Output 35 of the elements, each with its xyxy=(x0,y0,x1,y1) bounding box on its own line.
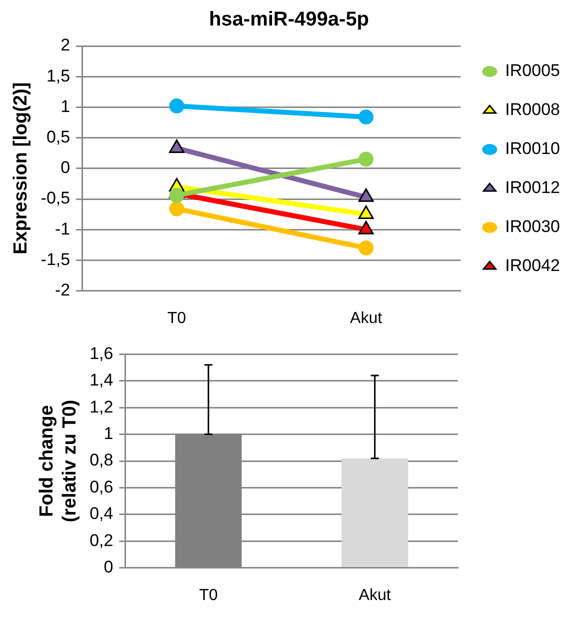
x-tick-label: Akut xyxy=(358,586,392,604)
y-tick-label: 1 xyxy=(104,424,114,443)
y-tick-label: 0 xyxy=(60,158,70,178)
y-tick-label: 0,4 xyxy=(90,504,114,524)
legend-label: IR0030 xyxy=(505,217,560,236)
y-tick-label: 0 xyxy=(104,557,114,576)
x-tick-label: Akut xyxy=(350,310,383,327)
y-tick-label: 1 xyxy=(60,96,70,116)
x-tick-label: T0 xyxy=(167,310,186,327)
y-tick-label: 1,4 xyxy=(90,370,114,390)
point xyxy=(358,109,374,124)
legend-label: IR0008 xyxy=(505,100,560,120)
y-tick-label: 1,2 xyxy=(90,397,114,416)
y-tick-label: 0,5 xyxy=(46,127,70,146)
y-tick-label: 0,8 xyxy=(90,450,114,470)
y-tick-label: 1,5 xyxy=(46,66,70,86)
y-tick-label: 0,6 xyxy=(90,477,114,496)
legend-label: IR0042 xyxy=(505,256,560,276)
y-tick-label: -1 xyxy=(54,219,70,238)
legend-label: IR0012 xyxy=(505,178,560,198)
point xyxy=(358,152,374,167)
x-tick-label: T0 xyxy=(199,586,218,604)
point xyxy=(169,98,184,114)
y-tick-label: 2 xyxy=(60,36,70,55)
y-axis-title: Expression [log(2)] xyxy=(10,82,32,254)
y-tick-label: 1,6 xyxy=(90,344,114,363)
y-tick-label: 0,2 xyxy=(90,530,114,550)
y-tick-label: -2 xyxy=(54,280,70,300)
y-tick-label: -1,5 xyxy=(40,250,70,269)
point xyxy=(169,188,184,203)
legend-label: IR0010 xyxy=(505,139,560,158)
chart-title: hsa-miR-499a-5p xyxy=(208,8,370,31)
legend-label: IR0005 xyxy=(505,61,560,80)
y-axis-title: Fold change (relativ zu T0) xyxy=(36,400,80,522)
y-tick-label: -0,5 xyxy=(40,188,70,208)
